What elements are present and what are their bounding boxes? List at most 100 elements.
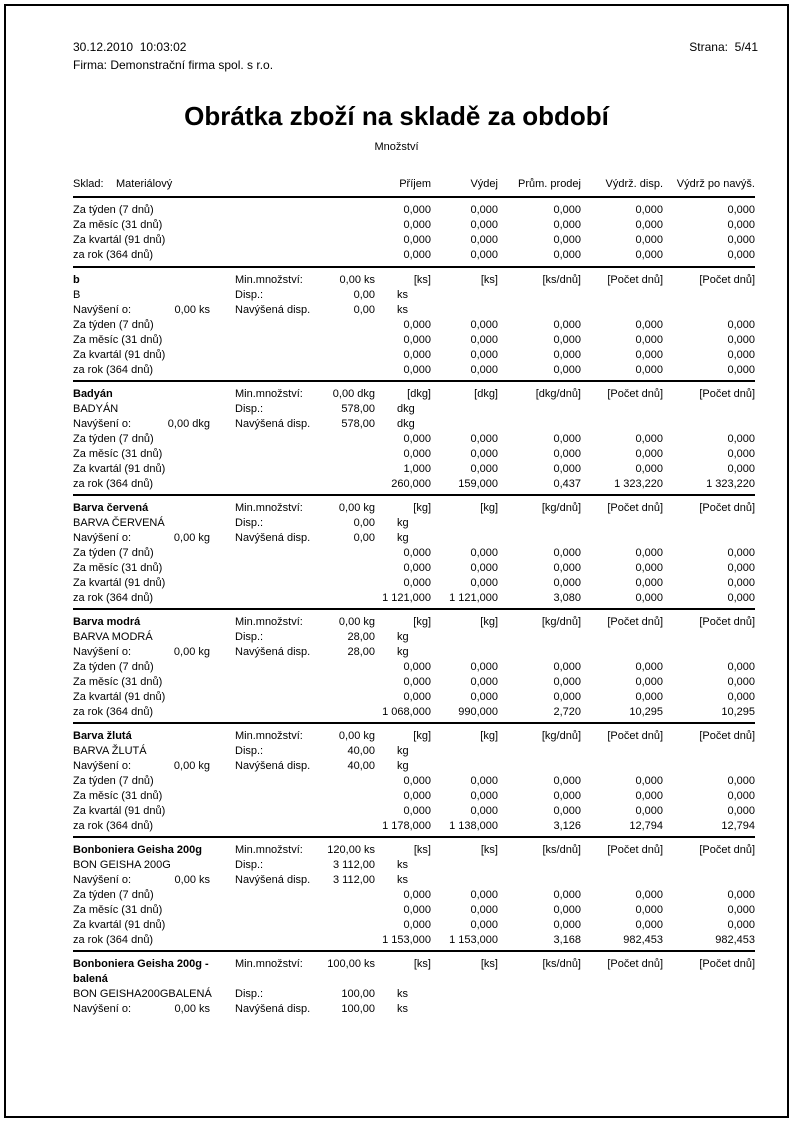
increase-cell: Navýšení o: 0,00 ks: [73, 1002, 235, 1017]
column-header: Výdrž. disp.: [605, 178, 663, 190]
unit-header: [kg]: [480, 730, 498, 742]
unit-header: [Počet dnů]: [607, 616, 663, 628]
period-value: 0,000: [470, 234, 498, 246]
min-qty-value: 0,00 dkg: [332, 388, 375, 400]
period-value: 1 121,000: [449, 592, 498, 604]
min-qty-value: 120,00 ks: [327, 844, 375, 856]
item-period-row: Za týden (7 dnů) 0,000 0,000 0,000 0,000 0,00…: [73, 432, 755, 447]
period-value: 0,000: [635, 577, 663, 589]
page-indicator: Strana: 5/41: [689, 38, 758, 56]
disp-value: 0,00: [353, 289, 375, 301]
period-value: 0,000: [727, 448, 755, 460]
increase-label: Navýšení o:: [73, 418, 132, 430]
item-title-row: Barva žlutá Min.množství: 0,00 kg [kg] [kg] […: [73, 729, 755, 744]
period-value: 0,000: [635, 661, 663, 673]
unit-header: [Počet dnů]: [607, 274, 663, 286]
unit-header: [kg]: [413, 502, 431, 514]
period-value: 0,000: [470, 334, 498, 346]
period-value: 0,000: [727, 919, 755, 931]
increased-disp-value: 3 112,00: [332, 874, 375, 886]
period-value: 159,000: [458, 478, 498, 490]
increased-disp-label: Navýšená disp.: [235, 1003, 311, 1015]
min-qty-value: 100,00 ks: [327, 958, 375, 970]
item-increase-row: Navýšení o: 0,00 kg Navýšená disp. 28,00 kg: [73, 645, 755, 660]
period-value: 0,000: [403, 319, 431, 331]
item-period-row: Za kvartál (91 dnů) 0,000 0,000 0,000 0,000 0…: [73, 348, 755, 363]
period-value: 0,000: [635, 433, 663, 445]
page-label: Strana:: [689, 40, 728, 54]
unit-header: [Počet dnů]: [607, 388, 663, 400]
period-value: 0,000: [635, 334, 663, 346]
increase-label: Navýšení o:: [73, 1003, 132, 1015]
period-value: 0,000: [470, 904, 498, 916]
summary-rows: Za týden (7 dnů) 0,000 0,000 0,000 0,000 0,00…: [73, 198, 755, 266]
period-value: 0,000: [470, 319, 498, 331]
item-name: Bonboniera Geisha 200g: [73, 844, 202, 856]
item-period-row: Za týden (7 dnů) 0,000 0,000 0,000 0,000 0,00…: [73, 660, 755, 675]
period-value: 0,000: [403, 448, 431, 460]
period-value: 0,437: [553, 478, 581, 490]
period-value: 3,080: [553, 592, 581, 604]
increase-cell: Navýšení o: 0,00 kg: [73, 645, 235, 660]
increased-disp-label: Navýšená disp.: [235, 532, 311, 544]
period-label: Za týden (7 dnů): [73, 547, 154, 559]
report-header-left: 30.12.2010 10:03:02 Firma: Demonstrační …: [73, 38, 273, 74]
increased-disp-value: 40,00: [347, 760, 375, 772]
period-value: 0,000: [553, 433, 581, 445]
period-value: 0,000: [403, 691, 431, 703]
increased-disp-value: 0,00: [353, 532, 375, 544]
period-value: 0,000: [553, 904, 581, 916]
period-value: 0,000: [727, 904, 755, 916]
item-code: BON GEISHA 200G: [73, 859, 171, 871]
item-code: B: [73, 289, 81, 301]
increased-disp-unit: ks: [397, 874, 408, 886]
increased-disp-unit: ks: [397, 1003, 408, 1015]
disp-unit: kg: [397, 517, 409, 529]
period-value: 0,000: [553, 204, 581, 216]
increased-disp-unit: ks: [397, 304, 408, 316]
report-title: Obrátka zboží na skladě za období: [184, 101, 609, 131]
unit-header: [kg]: [480, 616, 498, 628]
period-value: 0,000: [470, 661, 498, 673]
unit-header: [ks]: [480, 844, 498, 856]
item-increase-row: Navýšení o: 0,00 dkg Navýšená disp. 578,00 d…: [73, 417, 755, 432]
period-label: za rok (364 dnů): [73, 478, 154, 490]
period-value: 0,000: [470, 433, 498, 445]
unit-header: [ks]: [413, 274, 431, 286]
item-name: Barva modrá: [73, 616, 141, 628]
period-value: 0,000: [727, 219, 755, 231]
period-value: 0,000: [635, 775, 663, 787]
item-name: Badyán: [73, 388, 113, 400]
unit-header: [kg/dnů]: [541, 730, 581, 742]
period-value: 3,126: [553, 820, 581, 832]
unit-header: [Počet dnů]: [699, 958, 755, 970]
period-value: 0,000: [727, 364, 755, 376]
report-page: 30.12.2010 10:03:02 Firma: Demonstrační …: [4, 4, 789, 1118]
period-value: 0,000: [470, 676, 498, 688]
period-value: 0,000: [403, 775, 431, 787]
disp-unit: ks: [397, 988, 408, 1000]
increase-label: Navýšení o:: [73, 760, 132, 772]
column-header: Výdrž po navýš.: [676, 178, 755, 190]
period-value: 0,000: [403, 364, 431, 376]
period-value: 0,000: [635, 219, 663, 231]
period-value: 10,295: [721, 706, 755, 718]
item-title-row: Bonboniera Geisha 200g - Min.množství: 100…: [73, 957, 755, 972]
period-label: za rok (364 dnů): [73, 706, 154, 718]
period-value: 12,794: [629, 820, 663, 832]
item-period-row: Za týden (7 dnů) 0,000 0,000 0,000 0,000 0,00…: [73, 318, 755, 333]
period-value: 1 138,000: [449, 820, 498, 832]
disp-label: Disp.:: [235, 859, 264, 871]
period-label: za rok (364 dnů): [73, 820, 154, 832]
period-label: Za týden (7 dnů): [73, 775, 154, 787]
item-period-row: Za týden (7 dnů) 0,000 0,000 0,000 0,000 0,00…: [73, 888, 755, 903]
unit-header: [ks]: [480, 958, 498, 970]
period-value: 1 323,220: [614, 478, 663, 490]
period-value: 0,000: [553, 577, 581, 589]
item-code: BARVA ČERVENÁ: [73, 517, 165, 529]
item-code-row: BARVA ŽLUTÁ Disp.: 40,00 kg: [73, 744, 755, 759]
period-value: 0,000: [635, 676, 663, 688]
period-value: 1 068,000: [382, 706, 431, 718]
report-subtitle: Množství: [374, 141, 419, 153]
unit-header: [kg/dnů]: [541, 502, 581, 514]
